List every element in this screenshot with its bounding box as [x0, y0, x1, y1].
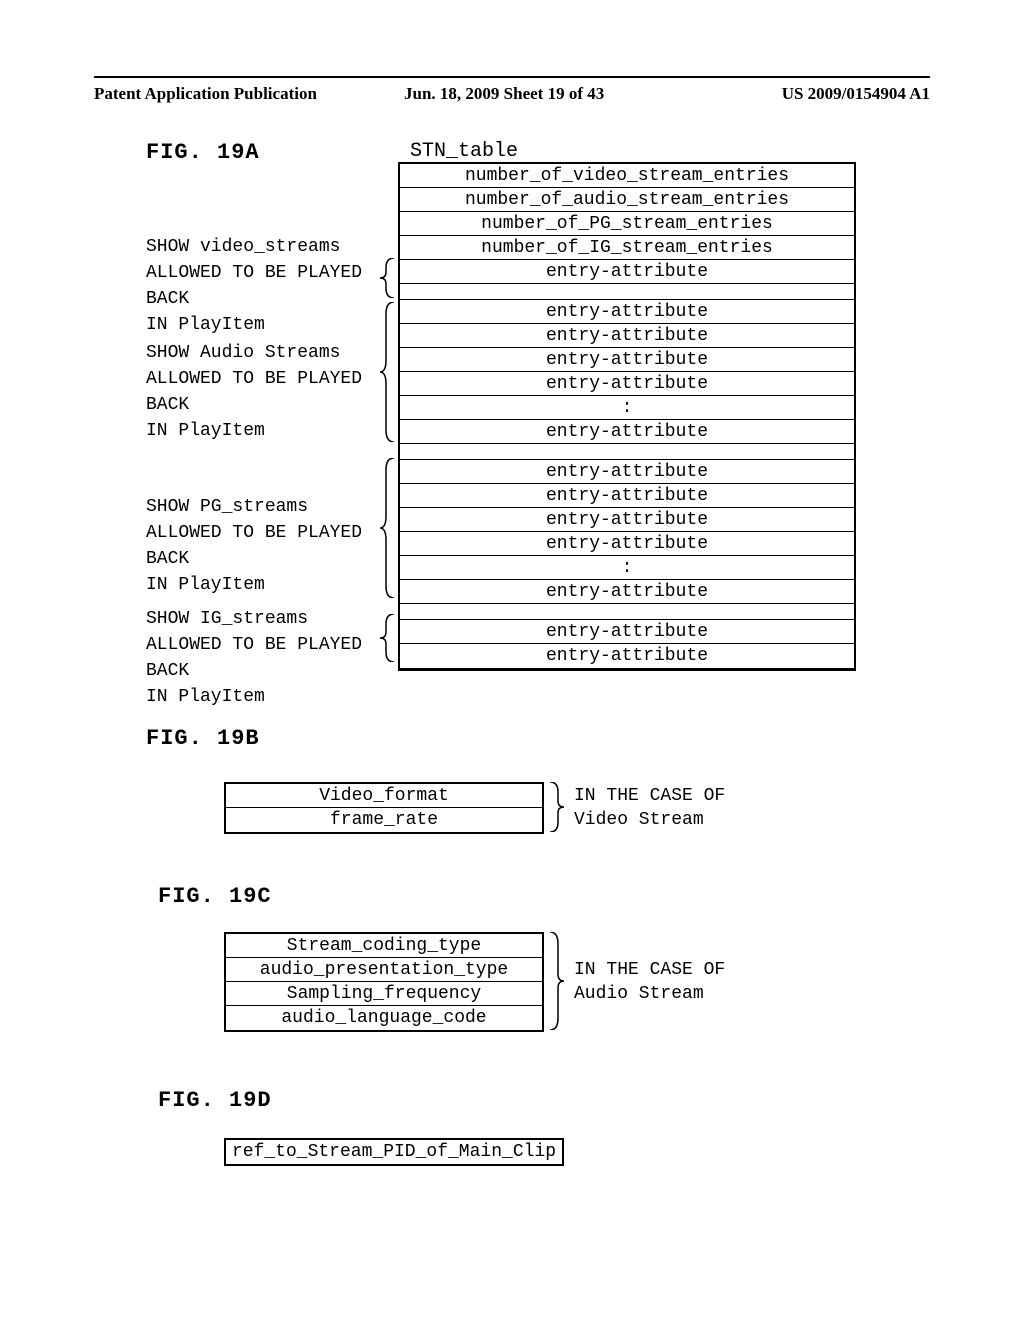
table-row: Stream_coding_type	[226, 934, 542, 958]
video-attr-table: Video_format frame_rate	[224, 782, 544, 834]
caption-line: SHOW video_streams	[146, 234, 384, 260]
table-row: :	[400, 556, 854, 580]
caption-line: SHOW PG_streams	[146, 494, 384, 520]
caption-line: SHOW IG_streams	[146, 606, 384, 632]
fig-19d-label: FIG. 19D	[158, 1088, 272, 1113]
table-row: entry-attribute	[400, 580, 854, 604]
table-row: entry-attribute	[400, 508, 854, 532]
caption-audio: SHOW Audio Streams ALLOWED TO BE PLAYED …	[146, 340, 384, 444]
caption-line: ALLOWED TO BE PLAYED BACK	[146, 520, 384, 572]
page-header: Patent Application Publication Jun. 18, …	[94, 84, 930, 104]
caption-line: IN THE CASE OF	[574, 784, 725, 808]
brace-audio	[380, 302, 398, 442]
caption-ig: SHOW IG_streams ALLOWED TO BE PLAYED BAC…	[146, 606, 384, 710]
audio-attr-table: Stream_coding_type audio_presentation_ty…	[224, 932, 544, 1032]
header-rule	[94, 76, 930, 78]
table-row	[400, 604, 854, 620]
caption-line: Audio Stream	[574, 982, 725, 1006]
table-row: number_of_IG_stream_entries	[400, 236, 854, 260]
caption-line: IN PlayItem	[146, 312, 384, 338]
table-row: entry-attribute	[400, 300, 854, 324]
table-row: entry-attribute	[400, 484, 854, 508]
table-row: entry-attribute	[400, 620, 854, 644]
brace-ig	[380, 614, 398, 662]
brace-audio-attr	[548, 932, 566, 1030]
audio-case-caption: IN THE CASE OF Audio Stream	[574, 958, 725, 1006]
caption-video: SHOW video_streams ALLOWED TO BE PLAYED …	[146, 234, 384, 338]
table-row: audio_language_code	[226, 1006, 542, 1030]
caption-line: IN PlayItem	[146, 684, 384, 710]
table-row: number_of_video_stream_entries	[400, 164, 854, 188]
caption-line: IN PlayItem	[146, 572, 384, 598]
caption-line: IN PlayItem	[146, 418, 384, 444]
caption-line: ALLOWED TO BE PLAYED BACK	[146, 632, 384, 684]
table-row: ref_to_Stream_PID_of_Main_Clip	[226, 1140, 562, 1164]
caption-pg: SHOW PG_streams ALLOWED TO BE PLAYED BAC…	[146, 494, 384, 598]
header-mid: Jun. 18, 2009 Sheet 19 of 43	[404, 84, 604, 104]
table-row: entry-attribute	[400, 532, 854, 556]
caption-line: SHOW Audio Streams	[146, 340, 384, 366]
table-row: entry-attribute	[400, 644, 854, 668]
table-row: frame_rate	[226, 808, 542, 832]
table-row	[400, 284, 854, 300]
caption-line: ALLOWED TO BE PLAYED BACK	[146, 366, 384, 418]
table-row: number_of_PG_stream_entries	[400, 212, 854, 236]
ref-pid-table: ref_to_Stream_PID_of_Main_Clip	[224, 1138, 564, 1166]
table-row: audio_presentation_type	[226, 958, 542, 982]
brace-pg	[380, 458, 398, 598]
caption-line: Video Stream	[574, 808, 725, 832]
table-row: entry-attribute	[400, 460, 854, 484]
fig-19a-label: FIG. 19A	[146, 140, 260, 165]
table-row: :	[400, 396, 854, 420]
table-row: Sampling_frequency	[226, 982, 542, 1006]
stn-table: number_of_video_stream_entries number_of…	[398, 162, 856, 671]
table-row: entry-attribute	[400, 324, 854, 348]
caption-line: IN THE CASE OF	[574, 958, 725, 982]
brace-video	[380, 258, 398, 298]
table-row: entry-attribute	[400, 260, 854, 284]
table-row: number_of_audio_stream_entries	[400, 188, 854, 212]
table-row: Video_format	[226, 784, 542, 808]
fig-19c-label: FIG. 19C	[158, 884, 272, 909]
header-left: Patent Application Publication	[94, 84, 317, 104]
table-row: entry-attribute	[400, 420, 854, 444]
stn-table-label: STN_table	[410, 140, 518, 163]
header-right: US 2009/0154904 A1	[782, 84, 930, 104]
brace-video-attr	[548, 782, 566, 832]
table-row: entry-attribute	[400, 348, 854, 372]
fig-19b-label: FIG. 19B	[146, 726, 260, 751]
table-row	[400, 444, 854, 460]
table-row: entry-attribute	[400, 372, 854, 396]
video-case-caption: IN THE CASE OF Video Stream	[574, 784, 725, 832]
caption-line: ALLOWED TO BE PLAYED BACK	[146, 260, 384, 312]
